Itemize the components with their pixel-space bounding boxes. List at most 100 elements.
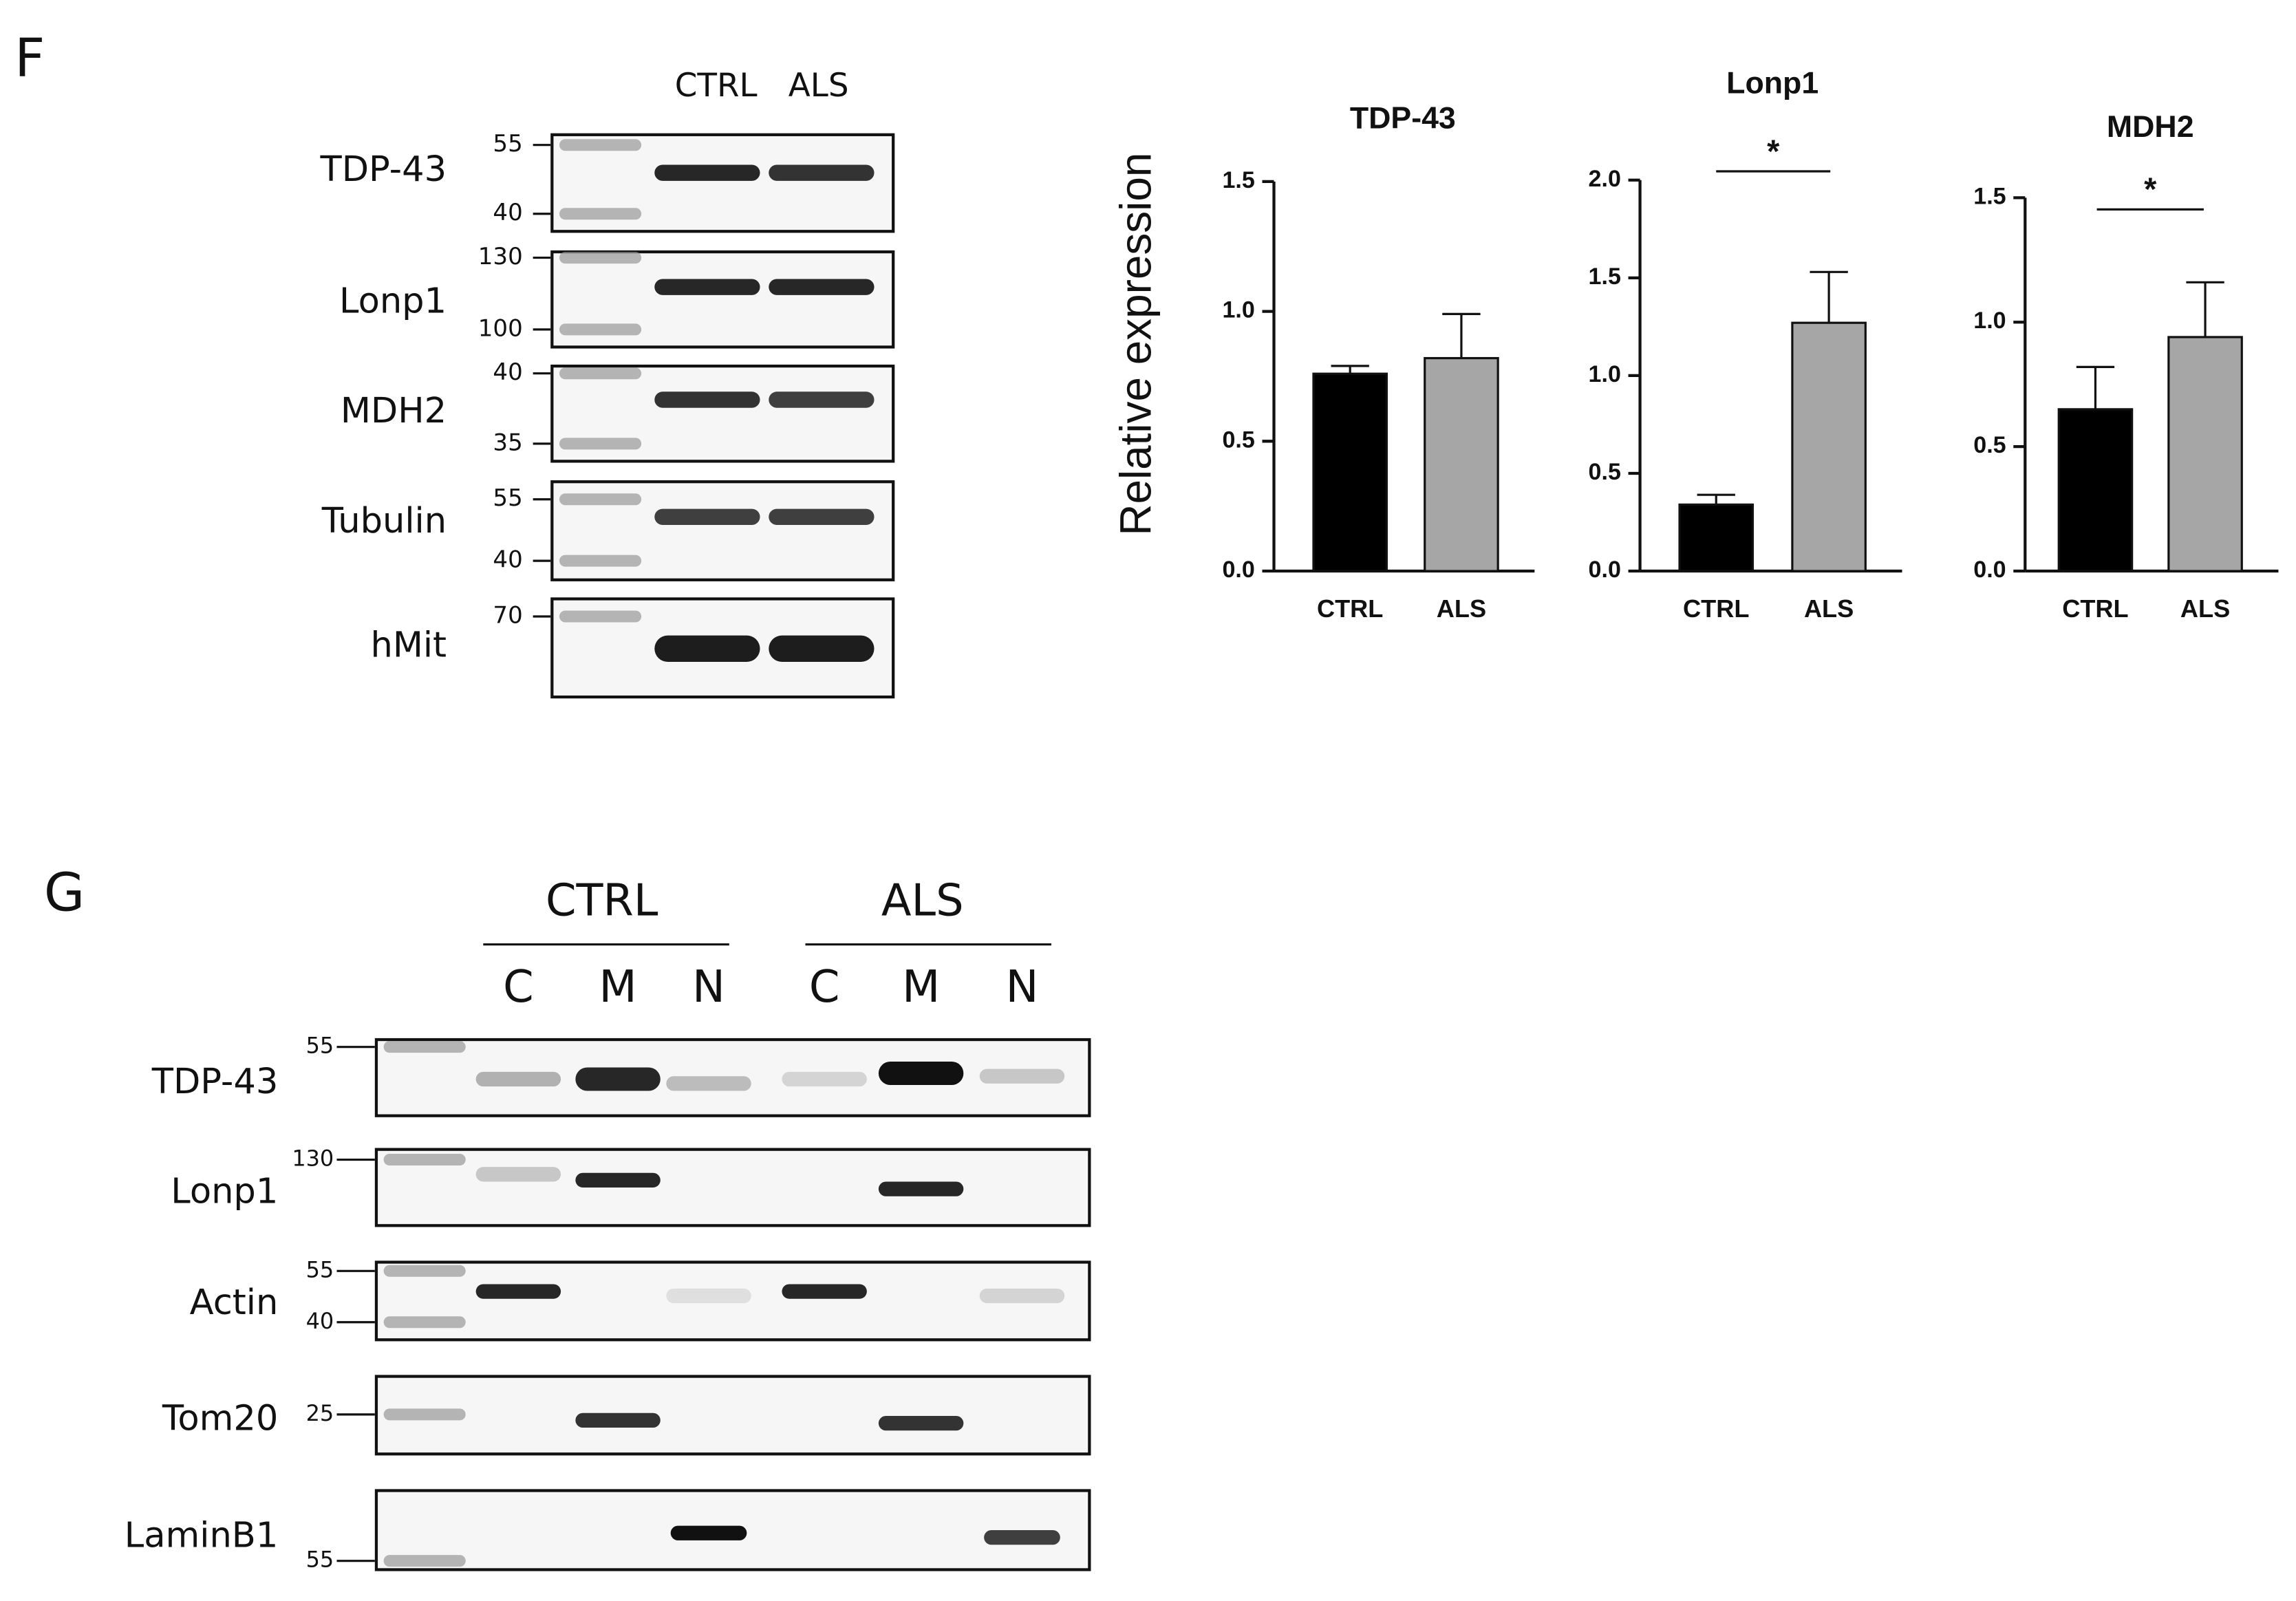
marker-label: 40: [493, 199, 522, 226]
lane-label: C: [809, 962, 840, 1013]
protein-label: hMit: [370, 625, 447, 666]
ladder-band: [383, 1316, 466, 1329]
ladder-band: [559, 493, 642, 506]
blot: [374, 1375, 1091, 1456]
y-tick-label: 0.0: [1223, 557, 1255, 583]
ladder-band: [559, 555, 642, 567]
bar: [1791, 321, 1867, 572]
marker-label: 55: [493, 130, 522, 158]
protein-label: Lonp1: [171, 1171, 278, 1212]
marker-label: 40: [493, 358, 522, 386]
x-tick-label: ALS: [2180, 594, 2230, 623]
band: [654, 508, 760, 525]
lane-label: M: [599, 962, 637, 1013]
ladder-band: [383, 1265, 466, 1277]
y-axis-label: Relative expression: [1111, 153, 1161, 536]
ladder-band: [559, 438, 642, 450]
y-tick-label: 1.0: [1973, 308, 2006, 334]
y-tick-label: 0.5: [1223, 427, 1255, 453]
y-tick-label: 1.5: [1589, 264, 1621, 290]
chart-title: MDH2: [2107, 110, 2194, 144]
significance-label: *: [2144, 171, 2157, 207]
lane-label: C: [503, 962, 534, 1013]
group-label: ALS: [881, 876, 964, 927]
x-tick-label: ALS: [1437, 594, 1486, 623]
x-tick-label: ALS: [1804, 594, 1854, 623]
band: [878, 1181, 964, 1196]
y-tick-label: 0.5: [1973, 432, 2006, 458]
x-tick-label: CTRL: [2062, 594, 2128, 623]
chart-title: TDP-43: [1350, 101, 1456, 135]
blot: [374, 1148, 1091, 1227]
y-tick-label: 1.5: [1223, 167, 1255, 193]
band: [878, 1415, 964, 1431]
ladder-band: [559, 208, 642, 220]
group-label: CTRL: [546, 876, 658, 927]
blot: [374, 1038, 1091, 1117]
band: [782, 1284, 867, 1299]
lane-label: M: [902, 962, 940, 1013]
lane-label: N: [692, 962, 725, 1013]
protein-label: TDP-43: [151, 1062, 279, 1102]
ladder-band: [559, 323, 642, 336]
panel-label: G: [44, 862, 85, 923]
lane-label: ALS: [788, 67, 849, 105]
band: [475, 1167, 561, 1182]
band: [769, 164, 875, 181]
blot: [374, 1260, 1091, 1342]
x-tick-label: CTRL: [1317, 594, 1383, 623]
band: [654, 635, 760, 662]
marker-label: 100: [478, 314, 523, 342]
marker-label: 55: [306, 1547, 334, 1573]
band: [769, 279, 875, 295]
bar: [1312, 372, 1388, 572]
band: [654, 279, 760, 295]
y-tick-label: 1.5: [1973, 183, 2006, 209]
band: [475, 1284, 561, 1299]
marker-label: 130: [292, 1146, 334, 1172]
ladder-band: [559, 139, 642, 151]
band: [575, 1067, 661, 1091]
band: [575, 1172, 661, 1188]
band: [769, 508, 875, 525]
x-tick-label: CTRL: [1683, 594, 1749, 623]
protein-label: TDP-43: [320, 149, 447, 190]
band: [769, 635, 875, 662]
band: [769, 391, 875, 408]
bar: [2057, 408, 2134, 572]
band: [878, 1061, 964, 1086]
band: [475, 1071, 561, 1087]
protein-label: Lonp1: [339, 281, 447, 322]
ladder-band: [559, 252, 642, 264]
y-tick-label: 0.5: [1589, 459, 1621, 485]
marker-label: 55: [306, 1033, 334, 1059]
marker-label: 55: [493, 484, 522, 512]
significance-label: *: [1767, 133, 1780, 169]
y-tick-label: 0.0: [1589, 557, 1621, 583]
protein-label: LaminB1: [125, 1516, 279, 1556]
panel-label: F: [14, 28, 45, 89]
bar: [2167, 336, 2243, 572]
protein-label: Tubulin: [321, 501, 447, 541]
marker-label: 55: [306, 1256, 334, 1282]
band: [782, 1071, 867, 1087]
ladder-band: [383, 1154, 466, 1166]
band: [666, 1076, 751, 1091]
y-tick-label: 2.0: [1589, 166, 1621, 192]
band: [979, 1288, 1065, 1304]
protein-label: MDH2: [341, 391, 447, 431]
y-tick-label: 1.0: [1223, 297, 1255, 323]
bar: [1678, 503, 1755, 572]
lane-label: CTRL: [675, 67, 758, 105]
ladder-band: [383, 1408, 466, 1421]
y-tick-label: 1.0: [1589, 361, 1621, 387]
band: [575, 1412, 661, 1428]
marker-label: 130: [478, 243, 523, 270]
ladder-band: [559, 367, 642, 380]
marker-label: 35: [493, 429, 522, 456]
chart-title: Lonp1: [1726, 66, 1818, 100]
band: [670, 1525, 747, 1540]
marker-label: 40: [493, 546, 522, 574]
band: [654, 391, 760, 408]
